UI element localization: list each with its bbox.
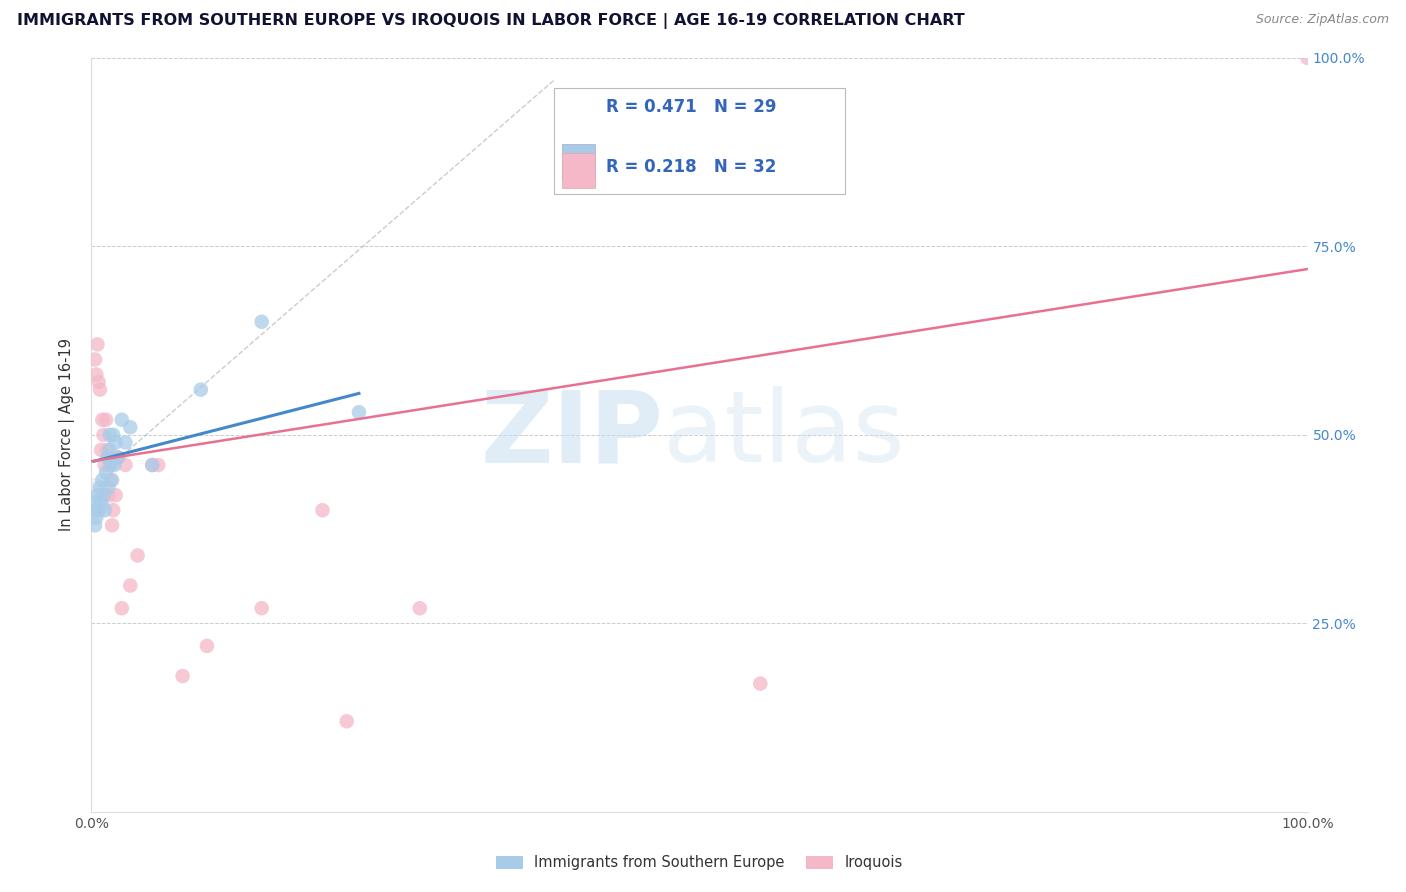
Point	[111, 601, 134, 615]
Text: R = 0.471   N = 29: R = 0.471 N = 29	[606, 98, 776, 116]
Point	[93, 428, 115, 442]
Point	[1296, 51, 1319, 65]
Point	[101, 473, 124, 487]
Point	[250, 601, 273, 615]
Text: ZIP: ZIP	[479, 386, 664, 483]
Point	[336, 714, 359, 729]
Point	[94, 458, 117, 472]
Point	[91, 413, 114, 427]
Point	[84, 352, 107, 367]
Point	[100, 458, 122, 472]
Point	[91, 473, 114, 487]
Y-axis label: In Labor Force | Age 16-19: In Labor Force | Age 16-19	[59, 338, 76, 532]
Point	[103, 503, 125, 517]
FancyBboxPatch shape	[554, 88, 845, 194]
Point	[98, 442, 121, 457]
Point	[98, 428, 121, 442]
Point	[97, 488, 120, 502]
Point	[100, 473, 122, 487]
Point	[96, 450, 118, 465]
Point	[84, 503, 107, 517]
Text: IMMIGRANTS FROM SOUTHERN EUROPE VS IROQUOIS IN LABOR FORCE | AGE 16-19 CORRELATI: IMMIGRANTS FROM SOUTHERN EUROPE VS IROQU…	[17, 13, 965, 29]
Point	[107, 450, 129, 465]
Point	[101, 518, 124, 533]
Point	[103, 428, 125, 442]
Point	[195, 639, 218, 653]
Point	[87, 375, 110, 389]
Point	[84, 518, 107, 533]
Point	[749, 676, 772, 690]
Point	[107, 450, 129, 465]
Point	[86, 488, 108, 502]
Point	[114, 458, 136, 472]
Text: atlas: atlas	[664, 386, 904, 483]
Point	[83, 491, 105, 506]
Point	[104, 435, 127, 450]
Point	[89, 481, 111, 495]
Point	[83, 491, 105, 506]
Point	[94, 466, 117, 480]
Point	[98, 458, 121, 472]
Point	[86, 337, 108, 351]
Point	[250, 315, 273, 329]
FancyBboxPatch shape	[562, 144, 595, 179]
Point	[114, 435, 136, 450]
Point	[104, 488, 127, 502]
FancyBboxPatch shape	[562, 153, 595, 188]
Point	[190, 383, 212, 397]
Point	[96, 442, 118, 457]
Point	[141, 458, 163, 472]
Point	[120, 579, 142, 593]
Point	[141, 458, 163, 472]
Point	[120, 420, 142, 434]
Point	[347, 405, 370, 419]
Point	[172, 669, 194, 683]
Point	[89, 383, 111, 397]
Point	[84, 368, 107, 382]
Point	[103, 458, 125, 472]
Point	[409, 601, 432, 615]
Point	[94, 413, 117, 427]
Text: Source: ZipAtlas.com: Source: ZipAtlas.com	[1256, 13, 1389, 27]
Point	[93, 488, 115, 502]
Legend: Immigrants from Southern Europe, Iroquois: Immigrants from Southern Europe, Iroquoi…	[491, 849, 908, 876]
Point	[127, 549, 149, 563]
Point	[87, 503, 110, 517]
Point	[90, 496, 112, 510]
Point	[84, 496, 107, 510]
Point	[90, 442, 112, 457]
Point	[311, 503, 333, 517]
Point	[148, 458, 170, 472]
Point	[97, 481, 120, 495]
Point	[111, 413, 134, 427]
Point	[94, 503, 117, 517]
Point	[84, 510, 107, 524]
Text: R = 0.218   N = 32: R = 0.218 N = 32	[606, 158, 776, 177]
